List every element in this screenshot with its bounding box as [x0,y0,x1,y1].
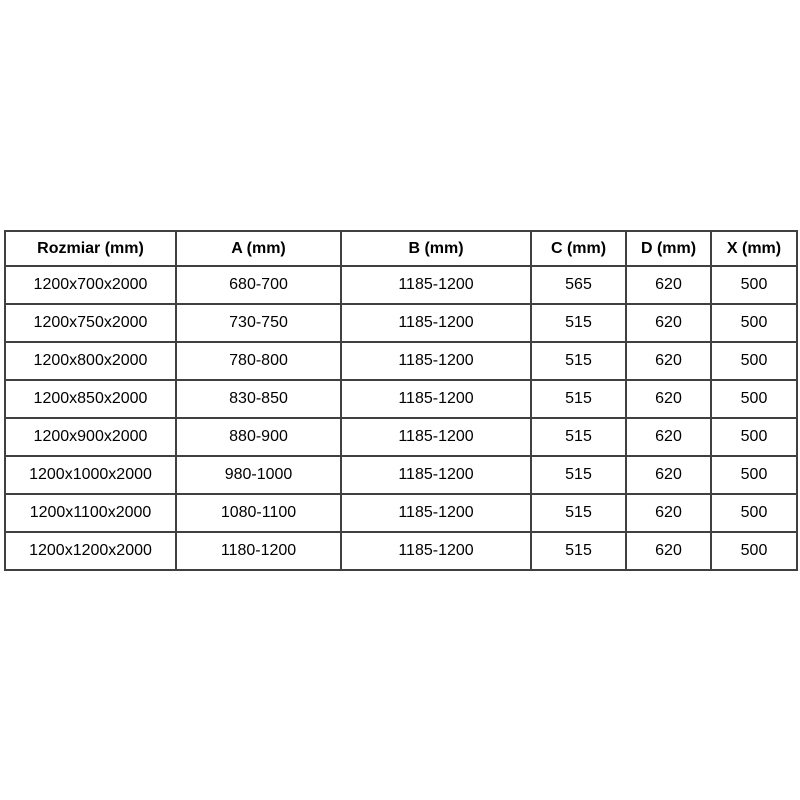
table-cell: 1200x1100x2000 [4,493,177,533]
table-header-row: Rozmiar (mm) A (mm) B (mm) C (mm) D (mm)… [4,230,798,267]
table-cell: 1185-1200 [340,379,532,419]
dimensions-table-container: Rozmiar (mm) A (mm) B (mm) C (mm) D (mm)… [4,230,798,571]
table-cell: 1200x900x2000 [4,417,177,457]
table-row: 1200x1100x2000 1080-1100 1185-1200 515 6… [4,493,798,533]
table-cell: 830-850 [175,379,342,419]
table-cell: 515 [530,379,627,419]
table-cell: 620 [625,531,712,571]
table-cell: 1200x750x2000 [4,303,177,343]
table-row: 1200x900x2000 880-900 1185-1200 515 620 … [4,417,798,457]
table-cell: 565 [530,265,627,305]
table-cell: 1185-1200 [340,341,532,381]
table-row: 1200x800x2000 780-800 1185-1200 515 620 … [4,341,798,381]
table-cell: 1185-1200 [340,265,532,305]
table-cell: 620 [625,493,712,533]
table-cell: 620 [625,379,712,419]
table-cell: 730-750 [175,303,342,343]
table-cell: 500 [710,417,798,457]
table-cell: 1200x850x2000 [4,379,177,419]
table-cell: 1185-1200 [340,531,532,571]
table-cell: 500 [710,531,798,571]
table-cell: 680-700 [175,265,342,305]
table-cell: 1185-1200 [340,417,532,457]
table-row: 1200x700x2000 680-700 1185-1200 565 620 … [4,265,798,305]
table-cell: 620 [625,341,712,381]
table-row: 1200x1200x2000 1180-1200 1185-1200 515 6… [4,531,798,571]
table-cell: 620 [625,417,712,457]
header-cell-c: C (mm) [530,230,627,267]
table-cell: 515 [530,531,627,571]
table-cell: 515 [530,493,627,533]
table-cell: 515 [530,417,627,457]
table-cell: 1185-1200 [340,493,532,533]
table-cell: 1185-1200 [340,303,532,343]
table-cell: 1200x800x2000 [4,341,177,381]
table-cell: 620 [625,265,712,305]
dimensions-table: Rozmiar (mm) A (mm) B (mm) C (mm) D (mm)… [4,230,798,571]
table-cell: 500 [710,303,798,343]
table-cell: 980-1000 [175,455,342,495]
table-cell: 780-800 [175,341,342,381]
table-cell: 1200x1000x2000 [4,455,177,495]
table-cell: 1200x1200x2000 [4,531,177,571]
header-cell-x: X (mm) [710,230,798,267]
table-row: 1200x750x2000 730-750 1185-1200 515 620 … [4,303,798,343]
table-cell: 500 [710,265,798,305]
table-cell: 620 [625,455,712,495]
table-cell: 1185-1200 [340,455,532,495]
table-cell: 1080-1100 [175,493,342,533]
table-cell: 515 [530,341,627,381]
header-cell-d: D (mm) [625,230,712,267]
table-cell: 515 [530,455,627,495]
table-cell: 500 [710,379,798,419]
table-row: 1200x1000x2000 980-1000 1185-1200 515 62… [4,455,798,495]
table-cell: 620 [625,303,712,343]
header-cell-a: A (mm) [175,230,342,267]
table-cell: 880-900 [175,417,342,457]
table-cell: 500 [710,455,798,495]
table-cell: 500 [710,341,798,381]
table-row: 1200x850x2000 830-850 1185-1200 515 620 … [4,379,798,419]
table-cell: 1200x700x2000 [4,265,177,305]
table-cell: 500 [710,493,798,533]
header-cell-rozmiar: Rozmiar (mm) [4,230,177,267]
table-cell: 1180-1200 [175,531,342,571]
table-cell: 515 [530,303,627,343]
header-cell-b: B (mm) [340,230,532,267]
